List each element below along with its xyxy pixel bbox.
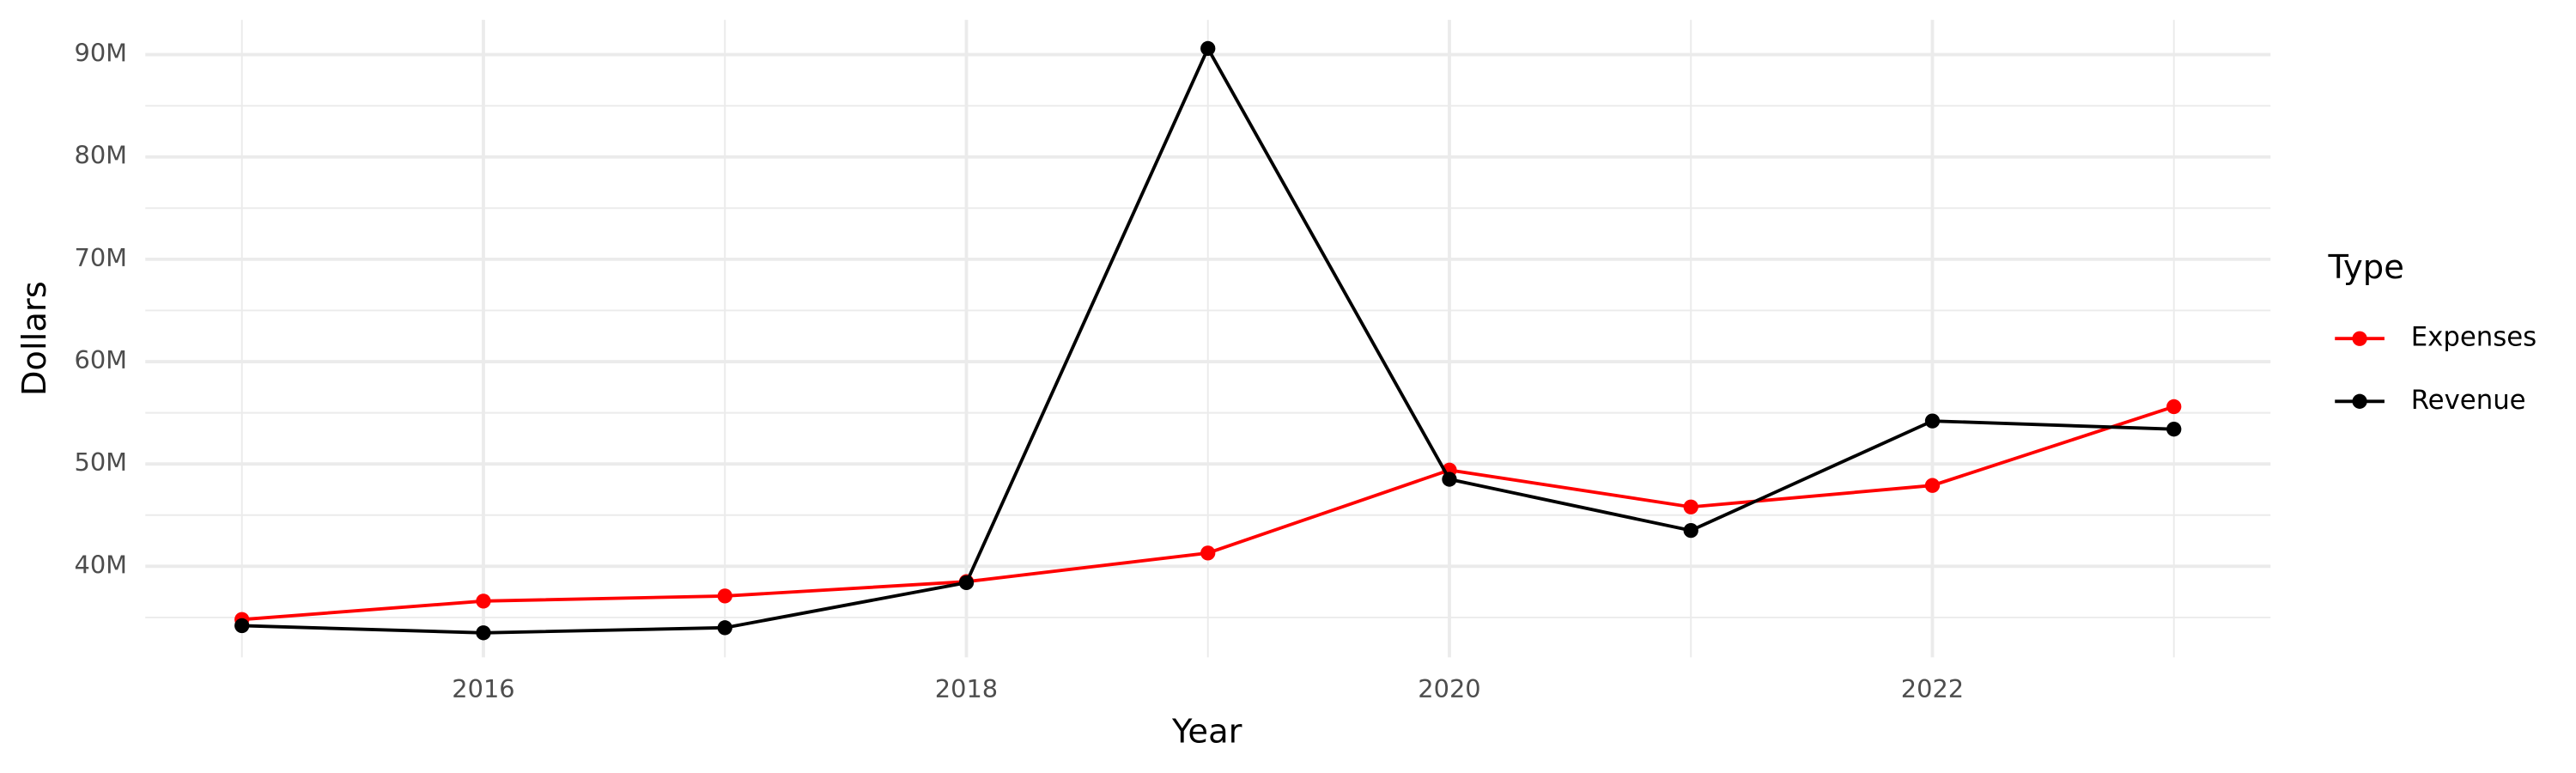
plot bbox=[234, 40, 2182, 641]
data-point bbox=[717, 588, 732, 604]
data-point bbox=[1683, 499, 1698, 514]
x-axis-title: Year bbox=[1171, 712, 1242, 751]
data-point bbox=[1200, 40, 1216, 57]
y-tick-label: 80M bbox=[75, 141, 128, 170]
y-tick-label: 60M bbox=[75, 345, 128, 374]
data-point bbox=[958, 575, 975, 591]
data-point bbox=[1924, 478, 1941, 493]
y-axis-title: Dollars bbox=[15, 281, 54, 396]
data-point bbox=[717, 620, 732, 636]
data-point bbox=[234, 618, 250, 634]
data-point bbox=[2166, 399, 2182, 415]
x-tick-label: 2016 bbox=[452, 674, 514, 703]
legend-key-point bbox=[2352, 331, 2367, 346]
y-tick-label: 50M bbox=[75, 447, 128, 477]
grid bbox=[145, 20, 2271, 658]
data-point bbox=[1683, 522, 1698, 539]
legend-label: Expenses bbox=[2411, 322, 2537, 353]
x-tick-label: 2022 bbox=[1901, 674, 1964, 703]
y-tick-label: 70M bbox=[75, 243, 128, 272]
data-point bbox=[1442, 472, 1457, 487]
data-point bbox=[2166, 422, 2182, 437]
y-tick-label: 90M bbox=[75, 39, 128, 68]
legend-key-point bbox=[2352, 393, 2367, 409]
data-point bbox=[1924, 413, 1941, 429]
data-point bbox=[476, 593, 491, 609]
x-tick-label: 2020 bbox=[1418, 674, 1480, 703]
data-point bbox=[476, 625, 491, 641]
legend: Expenses Revenue bbox=[2335, 322, 2537, 416]
x-tick-label: 2018 bbox=[935, 674, 998, 703]
y-tick-label: 40M bbox=[75, 550, 128, 579]
data-point bbox=[1200, 545, 1216, 561]
legend-title: Type bbox=[2328, 248, 2404, 287]
legend-label: Revenue bbox=[2411, 385, 2526, 416]
